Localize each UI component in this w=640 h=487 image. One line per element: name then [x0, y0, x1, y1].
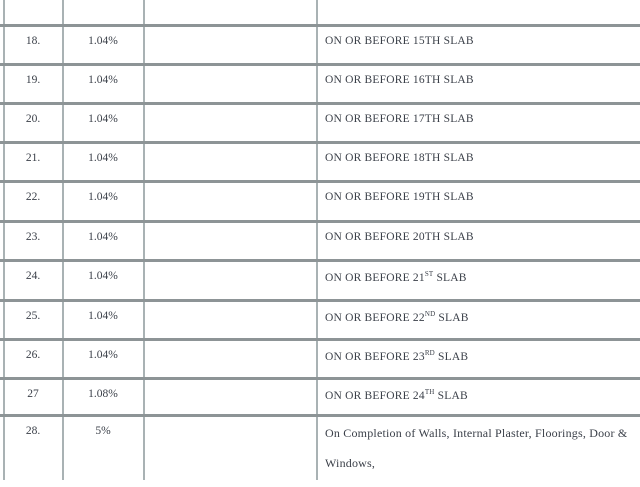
table-row: 21. 1.04% ON OR BEFORE 18TH SLAB: [0, 144, 640, 183]
row-divider: [0, 220, 640, 223]
row-divider: [0, 338, 640, 341]
row-description: ON OR BEFORE 23RD SLAB: [325, 349, 469, 363]
row-number: 25.: [25, 310, 41, 322]
ordinal-suffix: ST: [424, 270, 434, 278]
row-description: ON OR BEFORE 18TH SLAB: [325, 152, 474, 164]
row-description: ON OR BEFORE 19TH SLAB: [325, 191, 474, 203]
row-percentage: 5%: [95, 425, 111, 437]
row-description: ON OR BEFORE 21ST SLAB: [325, 270, 467, 284]
row-divider: [0, 299, 640, 302]
row-number: 18.: [25, 35, 41, 47]
row-percentage: 1.04%: [88, 349, 118, 361]
row-number: 20.: [25, 113, 41, 125]
table-row: 20. 1.04% ON OR BEFORE 17TH SLAB: [0, 105, 640, 144]
table-row: 28. 5% On Completion of Walls, Internal Pl…: [0, 417, 640, 487]
ordinal-suffix: RD: [424, 349, 435, 357]
row-description: ON OR BEFORE 20TH SLAB: [325, 231, 474, 243]
row-divider: [0, 24, 640, 27]
ordinal-suffix: TH: [424, 388, 435, 396]
column-divider: [316, 0, 318, 480]
row-divider: [0, 102, 640, 105]
row-percentage: 1.04%: [88, 113, 118, 125]
row-divider: [0, 180, 640, 183]
row-percentage: 1.04%: [88, 191, 118, 203]
column-divider: [143, 0, 145, 480]
row-description: ON OR BEFORE 22ND SLAB: [325, 310, 469, 324]
row-percentage: 1.04%: [88, 74, 118, 86]
row-number: 22.: [25, 191, 41, 203]
row-percentage: 1.04%: [88, 310, 118, 322]
row-number: 27: [27, 388, 39, 400]
row-divider: [0, 259, 640, 262]
row-percentage: 1.04%: [88, 35, 118, 47]
row-divider: [0, 377, 640, 380]
row-percentage: 1.04%: [88, 152, 118, 164]
row-divider: [0, 63, 640, 66]
row-number: 28.: [25, 425, 41, 437]
row-number: 24.: [25, 270, 41, 282]
row-divider: [0, 141, 640, 144]
row-description: On Completion of Walls, Internal Plaster…: [325, 426, 628, 470]
row-description: ON OR BEFORE 24TH SLAB: [325, 388, 468, 402]
table-row: 19. 1.04% ON OR BEFORE 16TH SLAB: [0, 66, 640, 105]
row-percentage: 1.04%: [88, 231, 118, 243]
table-row: 18. 1.04% ON OR BEFORE 15TH SLAB: [0, 27, 640, 66]
table-row: 25. 1.04% ON OR BEFORE 22ND SLAB: [0, 302, 640, 341]
table-row: 22. 1.04% ON OR BEFORE 19TH SLAB: [0, 183, 640, 222]
column-divider: [62, 0, 64, 480]
row-number: 19.: [25, 74, 41, 86]
table-row: 24. 1.04% ON OR BEFORE 21ST SLAB: [0, 262, 640, 301]
row-percentage: 1.08%: [88, 388, 118, 400]
table-row: 27 1.08% ON OR BEFORE 24TH SLAB: [0, 380, 640, 419]
row-number: 23.: [25, 231, 41, 243]
row-divider: [0, 414, 640, 417]
table-row: 23. 1.04% ON OR BEFORE 20TH SLAB: [0, 223, 640, 262]
ordinal-suffix: ND: [424, 310, 436, 318]
row-description: ON OR BEFORE 15TH SLAB: [325, 35, 474, 47]
row-number: 26.: [25, 349, 41, 361]
row-number: 21.: [25, 152, 41, 164]
column-divider: [3, 0, 5, 480]
row-percentage: 1.04%: [88, 270, 118, 282]
table-row: 26. 1.04% ON OR BEFORE 23RD SLAB: [0, 341, 640, 380]
row-description: ON OR BEFORE 17TH SLAB: [325, 113, 474, 125]
row-description: ON OR BEFORE 16TH SLAB: [325, 74, 474, 86]
